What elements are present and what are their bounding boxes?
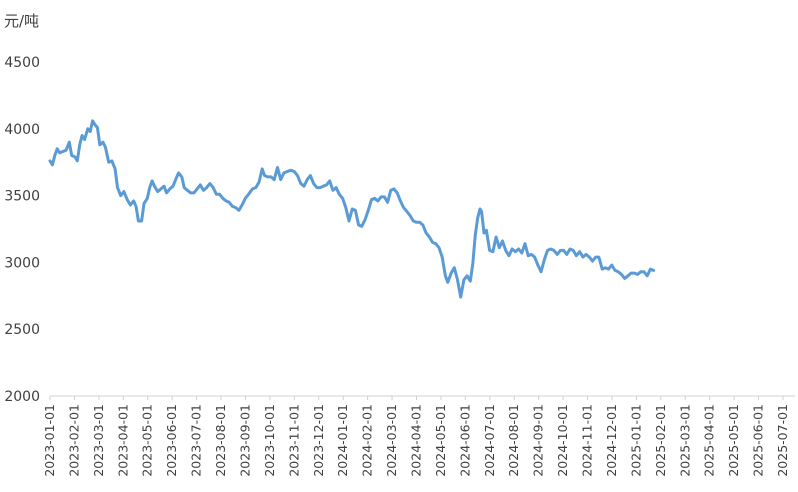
x-tick-label: 2024-04-01 — [409, 404, 424, 477]
y-axis: 2000 2500 3000 3500 4000 4500 — [4, 55, 40, 405]
x-tick-label: 2024-02-01 — [360, 404, 375, 477]
y-tick-label: 3500 — [4, 189, 40, 205]
x-tick-label: 2023-09-01 — [237, 404, 252, 477]
x-tick-label: 2023-04-01 — [115, 404, 130, 477]
x-tick-label: 2023-08-01 — [213, 404, 228, 477]
x-tick-label: 2025-04-01 — [702, 404, 717, 477]
y-tick-label: 2500 — [4, 322, 40, 338]
x-tick-label: 2023-06-01 — [164, 404, 179, 477]
x-tick-label: 2024-11-01 — [580, 404, 595, 477]
x-tick-label: 2023-10-01 — [262, 404, 277, 477]
x-tick-label: 2025-01-01 — [628, 404, 643, 477]
x-tick-label: 2024-01-01 — [335, 404, 350, 477]
x-tick-label: 2023-12-01 — [311, 404, 326, 477]
x-tick-label: 2024-05-01 — [433, 404, 448, 477]
series-layer — [48, 119, 656, 299]
x-tick-label: 2023-02-01 — [66, 404, 81, 477]
x-tick-label: 2025-05-01 — [726, 404, 741, 477]
series-line — [48, 119, 656, 299]
x-tick-label: 2024-12-01 — [604, 404, 619, 477]
y-tick-label: 2000 — [4, 389, 40, 405]
x-tick-label: 2024-08-01 — [506, 404, 521, 477]
x-tick-label: 2023-05-01 — [140, 404, 155, 477]
x-tick-label: 2025-02-01 — [653, 404, 668, 477]
x-tick-label: 2025-06-01 — [751, 404, 766, 477]
y-tick-label: 3000 — [4, 255, 40, 271]
y-tick-label: 4500 — [4, 55, 40, 71]
y-unit-label: 元/吨 — [4, 12, 39, 30]
x-tick-label: 2024-10-01 — [555, 404, 570, 477]
x-axis: 2023-01-01 2023-02-01 2023-03-01 2023-04-01… — [42, 395, 795, 477]
x-tick-label: 2023-07-01 — [189, 404, 204, 477]
y-tick-label: 4000 — [4, 122, 40, 138]
x-tick-label: 2023-03-01 — [91, 404, 106, 477]
x-tick-label: 2023-01-01 — [42, 404, 57, 477]
x-tick-label: 2024-03-01 — [384, 404, 399, 477]
x-tick-label: 2025-07-01 — [775, 404, 790, 477]
x-tick-label: 2024-07-01 — [482, 404, 497, 477]
x-tick-label: 2023-11-01 — [286, 404, 301, 477]
x-tick-label: 2025-03-01 — [677, 404, 692, 477]
x-tick-label: 2024-06-01 — [457, 404, 472, 477]
x-tick-label: 2024-09-01 — [531, 404, 546, 477]
